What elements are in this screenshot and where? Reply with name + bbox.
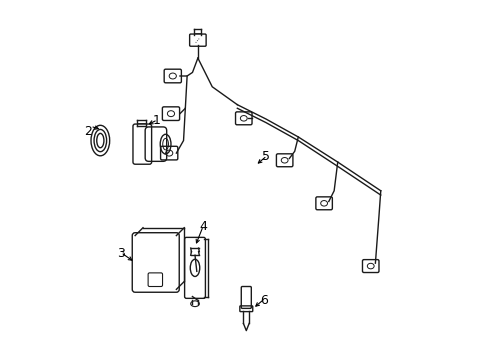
Text: 3: 3 (117, 247, 124, 260)
Text: 2: 2 (84, 125, 92, 138)
Text: 6: 6 (260, 294, 267, 307)
Text: 5: 5 (262, 150, 269, 163)
Text: 4: 4 (199, 220, 207, 233)
Text: 1: 1 (152, 114, 160, 127)
